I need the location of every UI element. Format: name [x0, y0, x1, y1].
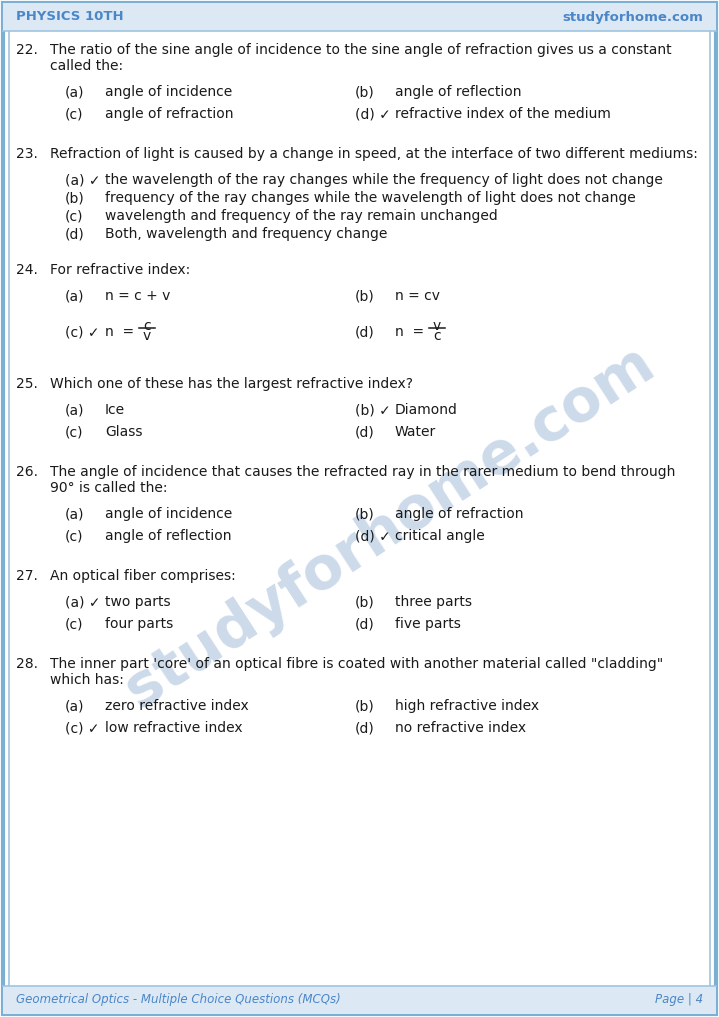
Text: Ice: Ice — [105, 403, 125, 417]
Text: four parts: four parts — [105, 617, 173, 631]
Text: (c) ✓: (c) ✓ — [65, 721, 99, 735]
Text: angle of refraction: angle of refraction — [105, 107, 234, 121]
Text: (d) ✓: (d) ✓ — [355, 529, 390, 543]
Text: (d): (d) — [355, 325, 375, 339]
Text: v: v — [433, 319, 441, 333]
Text: (c): (c) — [65, 425, 83, 439]
Text: Glass: Glass — [105, 425, 142, 439]
Text: 23.: 23. — [16, 147, 38, 161]
Text: studyforhome.com: studyforhome.com — [562, 10, 703, 23]
Text: (b): (b) — [355, 289, 375, 303]
Text: n  =: n = — [105, 325, 134, 339]
Bar — [3, 986, 716, 1014]
Text: angle of reflection: angle of reflection — [105, 529, 232, 543]
Text: angle of incidence: angle of incidence — [105, 85, 232, 99]
Text: v: v — [143, 330, 151, 343]
Text: three parts: three parts — [395, 595, 472, 609]
Text: (a): (a) — [65, 85, 85, 99]
Text: Page | 4: Page | 4 — [655, 994, 703, 1007]
Text: Which one of these has the largest refractive index?: Which one of these has the largest refra… — [50, 377, 413, 391]
Text: the wavelength of the ray changes while the frequency of light does not change: the wavelength of the ray changes while … — [105, 173, 663, 187]
Text: (a) ✓: (a) ✓ — [65, 173, 101, 187]
Text: (b): (b) — [355, 595, 375, 609]
Text: c: c — [143, 319, 151, 333]
Text: Water: Water — [395, 425, 436, 439]
Text: (a): (a) — [65, 289, 85, 303]
Text: (b): (b) — [65, 191, 85, 205]
Text: (b): (b) — [355, 699, 375, 713]
Text: two parts: two parts — [105, 595, 170, 609]
Text: n = cv: n = cv — [395, 289, 440, 303]
Text: 90° is called the:: 90° is called the: — [50, 481, 168, 495]
Text: zero refractive index: zero refractive index — [105, 699, 249, 713]
Text: 26.: 26. — [16, 465, 38, 479]
Text: The inner part 'core' of an optical fibre is coated with another material called: The inner part 'core' of an optical fibr… — [50, 657, 663, 671]
Text: n = c + v: n = c + v — [105, 289, 170, 303]
Text: 28.: 28. — [16, 657, 38, 671]
Text: no refractive index: no refractive index — [395, 721, 526, 735]
Text: called the:: called the: — [50, 59, 123, 73]
Text: (d): (d) — [355, 617, 375, 631]
Text: (b) ✓: (b) ✓ — [355, 403, 390, 417]
Text: (c): (c) — [65, 107, 83, 121]
Text: For refractive index:: For refractive index: — [50, 263, 191, 277]
Text: n  =: n = — [395, 325, 424, 339]
Text: low refractive index: low refractive index — [105, 721, 242, 735]
Text: 22.: 22. — [16, 43, 38, 57]
Text: (a): (a) — [65, 403, 85, 417]
Text: (a) ✓: (a) ✓ — [65, 595, 101, 609]
Text: (b): (b) — [355, 507, 375, 521]
Text: Both, wavelength and frequency change: Both, wavelength and frequency change — [105, 227, 388, 241]
Text: high refractive index: high refractive index — [395, 699, 539, 713]
Text: (c): (c) — [65, 617, 83, 631]
Text: (d): (d) — [355, 721, 375, 735]
Text: (c): (c) — [65, 210, 83, 223]
Text: 27.: 27. — [16, 569, 38, 583]
Text: which has:: which has: — [50, 673, 124, 687]
Text: (b): (b) — [355, 85, 375, 99]
Text: PHYSICS 10TH: PHYSICS 10TH — [16, 10, 124, 23]
Text: Refraction of light is caused by a change in speed, at the interface of two diff: Refraction of light is caused by a chang… — [50, 147, 698, 161]
Text: refractive index of the medium: refractive index of the medium — [395, 107, 611, 121]
Text: 24.: 24. — [16, 263, 38, 277]
Text: studyforhome.com: studyforhome.com — [115, 335, 665, 719]
Text: Geometrical Optics - Multiple Choice Questions (MCQs): Geometrical Optics - Multiple Choice Que… — [16, 994, 341, 1007]
Text: An optical fiber comprises:: An optical fiber comprises: — [50, 569, 236, 583]
Text: angle of refraction: angle of refraction — [395, 507, 523, 521]
Text: (d): (d) — [65, 227, 85, 241]
Text: five parts: five parts — [395, 617, 461, 631]
Text: The angle of incidence that causes the refracted ray in the rarer medium to bend: The angle of incidence that causes the r… — [50, 465, 675, 479]
Bar — [3, 3, 716, 31]
Text: Diamond: Diamond — [395, 403, 458, 417]
Text: (d) ✓: (d) ✓ — [355, 107, 390, 121]
Text: angle of incidence: angle of incidence — [105, 507, 232, 521]
Text: (c): (c) — [65, 529, 83, 543]
Text: critical angle: critical angle — [395, 529, 485, 543]
Text: (c) ✓: (c) ✓ — [65, 325, 99, 339]
Text: (a): (a) — [65, 699, 85, 713]
Text: c: c — [433, 330, 441, 343]
Text: The ratio of the sine angle of incidence to the sine angle of refraction gives u: The ratio of the sine angle of incidence… — [50, 43, 672, 57]
Text: 25.: 25. — [16, 377, 38, 391]
Text: (a): (a) — [65, 507, 85, 521]
Text: frequency of the ray changes while the wavelength of light does not change: frequency of the ray changes while the w… — [105, 191, 636, 205]
Text: wavelength and frequency of the ray remain unchanged: wavelength and frequency of the ray rema… — [105, 210, 498, 223]
Text: (d): (d) — [355, 425, 375, 439]
Text: angle of reflection: angle of reflection — [395, 85, 521, 99]
